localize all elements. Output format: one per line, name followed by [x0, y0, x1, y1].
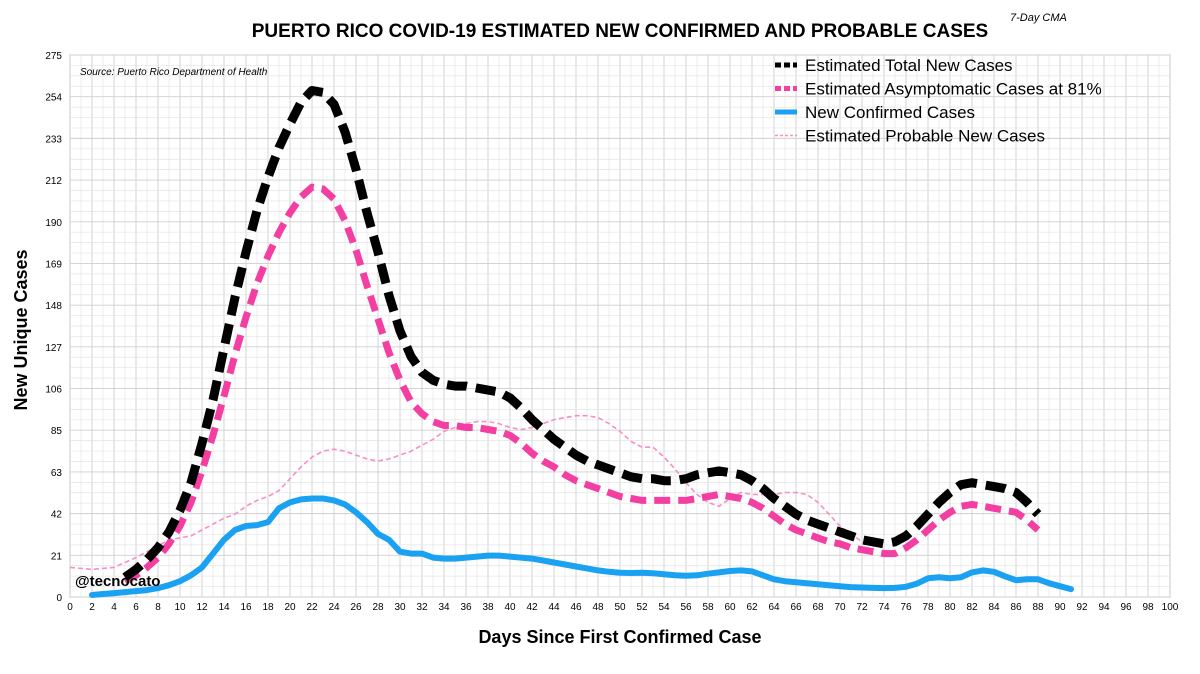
- x-tick-label: 96: [1120, 602, 1132, 613]
- x-tick-label: 42: [526, 602, 538, 613]
- x-tick-label: 80: [944, 602, 956, 613]
- x-tick-label: 2: [89, 602, 95, 613]
- x-tick-label: 60: [724, 602, 736, 613]
- x-tick-label: 78: [922, 602, 934, 613]
- x-tick-label: 48: [592, 602, 604, 613]
- x-tick-label: 62: [746, 602, 758, 613]
- legend-label: New Confirmed Cases: [805, 103, 975, 122]
- x-tick-label: 92: [1076, 602, 1088, 613]
- x-tick-label: 16: [240, 602, 252, 613]
- y-tick-label: 212: [45, 176, 62, 187]
- y-tick-label: 254: [45, 93, 62, 104]
- x-tick-label: 44: [548, 602, 560, 613]
- x-tick-label: 54: [658, 602, 670, 613]
- x-tick-label: 52: [636, 602, 648, 613]
- x-tick-label: 24: [328, 602, 340, 613]
- x-tick-label: 36: [460, 602, 472, 613]
- x-tick-label: 82: [966, 602, 978, 613]
- x-tick-label: 76: [900, 602, 912, 613]
- tick-labels: 0 2 4 6 8 10 12 14 16 18 20 22 24 26 28 30 32 34 36 38 40 42 4…: [45, 51, 1178, 613]
- legend: Estimated Total New Cases Estimated Asymp…: [775, 56, 1102, 146]
- x-tick-label: 50: [614, 602, 626, 613]
- y-tick-label: 127: [45, 343, 62, 354]
- x-tick-label: 4: [111, 602, 117, 613]
- x-tick-label: 12: [196, 602, 208, 613]
- grid: [69, 54, 1171, 598]
- y-tick-label: 275: [45, 51, 62, 62]
- x-tick-label: 18: [262, 602, 274, 613]
- x-axis-label: Days Since First Confirmed Case: [478, 627, 761, 647]
- x-tick-label: 74: [878, 602, 890, 613]
- x-tick-label: 70: [834, 602, 846, 613]
- source-note: Source: Puerto Rico Department of Health: [80, 67, 268, 78]
- x-tick-label: 22: [306, 602, 318, 613]
- x-tick-label: 88: [1032, 602, 1044, 613]
- chart-subtitle: 7-Day CMA: [1010, 12, 1067, 24]
- y-tick-label: 0: [56, 593, 62, 604]
- x-tick-label: 86: [1010, 602, 1022, 613]
- x-tick-label: 20: [284, 602, 296, 613]
- series-line-0: [122, 86, 1042, 581]
- x-tick-label: 68: [812, 602, 824, 613]
- x-tick-label: 84: [988, 602, 1000, 613]
- x-tick-label: 64: [768, 602, 780, 613]
- series-layer: [69, 86, 1074, 598]
- x-tick-label: 40: [504, 602, 516, 613]
- y-tick-label: 85: [51, 426, 63, 437]
- x-tick-label: 34: [438, 602, 450, 613]
- y-tick-label: 169: [45, 259, 62, 270]
- x-tick-label: 10: [174, 602, 186, 613]
- legend-label: Estimated Probable New Cases: [805, 127, 1045, 146]
- series-line-3: [69, 414, 885, 571]
- y-tick-label: 21: [51, 551, 63, 562]
- x-tick-label: 14: [218, 602, 230, 613]
- y-tick-label: 63: [51, 468, 63, 479]
- x-tick-label: 66: [790, 602, 802, 613]
- x-tick-label: 90: [1054, 602, 1066, 613]
- y-tick-label: 42: [51, 510, 63, 521]
- x-tick-label: 100: [1162, 602, 1179, 613]
- y-tick-label: 106: [45, 385, 62, 396]
- x-tick-label: 72: [856, 602, 868, 613]
- x-tick-label: 0: [67, 602, 73, 613]
- x-tick-label: 56: [680, 602, 692, 613]
- x-tick-label: 8: [155, 602, 161, 613]
- x-tick-label: 38: [482, 602, 494, 613]
- chart-title: PUERTO RICO COVID-19 ESTIMATED NEW CONFI…: [252, 21, 988, 42]
- x-tick-label: 28: [372, 602, 384, 613]
- legend-label: Estimated Total New Cases: [805, 56, 1013, 75]
- x-tick-label: 94: [1098, 602, 1110, 613]
- x-tick-label: 46: [570, 602, 582, 613]
- y-tick-label: 233: [45, 134, 62, 145]
- x-tick-label: 98: [1142, 602, 1154, 613]
- x-tick-label: 58: [702, 602, 714, 613]
- watermark-handle: @tecnocato: [75, 573, 160, 590]
- series-line-1: [123, 183, 1041, 585]
- y-tick-label: 148: [45, 301, 62, 312]
- series-line-2: [89, 495, 1074, 598]
- x-tick-label: 30: [394, 602, 406, 613]
- x-tick-label: 32: [416, 602, 428, 613]
- y-tick-label: 190: [45, 218, 62, 229]
- y-axis-label: New Unique Cases: [11, 249, 31, 410]
- legend-label: Estimated Asymptomatic Cases at 81%: [805, 80, 1102, 99]
- x-tick-label: 6: [133, 602, 139, 613]
- x-tick-label: 26: [350, 602, 362, 613]
